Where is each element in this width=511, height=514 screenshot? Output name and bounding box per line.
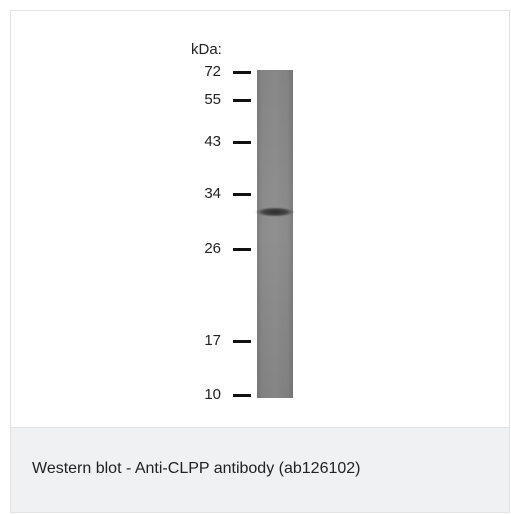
protein-band <box>255 207 295 217</box>
marker-label-34: 34 <box>204 185 221 202</box>
marker-label-72: 72 <box>204 63 221 80</box>
marker-label-17: 17 <box>204 332 221 349</box>
blot-lane-shading <box>257 70 293 398</box>
caption-area: Western blot - Anti-CLPP antibody (ab126… <box>11 427 509 512</box>
marker-label-43: 43 <box>204 133 221 150</box>
western-blot-figure: kDa: 72 55 43 34 26 17 10 <box>11 11 509 427</box>
marker-tick-17 <box>233 340 251 343</box>
marker-label-55: 55 <box>204 91 221 108</box>
blot-image <box>255 70 295 398</box>
marker-label-26: 26 <box>204 240 221 257</box>
marker-label-10: 10 <box>204 386 221 403</box>
unit-label: kDa: <box>191 41 222 58</box>
marker-tick-26 <box>233 248 251 251</box>
marker-tick-55 <box>233 99 251 102</box>
marker-tick-34 <box>233 193 251 196</box>
figure-caption: Western blot - Anti-CLPP antibody (ab126… <box>32 460 361 477</box>
figure-card: kDa: 72 55 43 34 26 17 10 Western blot - Anti-… <box>10 10 510 513</box>
marker-tick-10 <box>233 394 251 397</box>
marker-tick-72 <box>233 71 251 74</box>
marker-tick-43 <box>233 141 251 144</box>
